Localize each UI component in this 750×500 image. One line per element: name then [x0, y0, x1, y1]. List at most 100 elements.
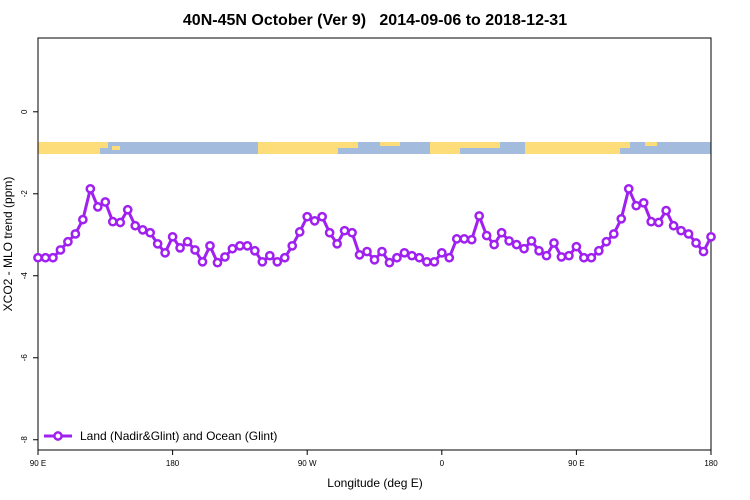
y-tick-label: 0	[20, 109, 29, 114]
data-point	[369, 254, 380, 265]
data-point	[70, 229, 81, 239]
data-point	[294, 227, 305, 237]
data-point	[586, 252, 597, 263]
data-point	[564, 250, 574, 261]
data-point	[137, 225, 148, 235]
data-point	[175, 243, 185, 253]
data-point	[250, 245, 260, 256]
data-point	[264, 250, 275, 261]
data-point	[593, 245, 604, 256]
data-point	[481, 230, 492, 241]
data-point	[638, 197, 649, 208]
data-point	[324, 227, 335, 238]
data-point	[130, 220, 141, 231]
data-point	[571, 241, 582, 252]
y-axis-label: XCO2 - MLO trend (ppm)	[1, 177, 15, 312]
data-point	[347, 227, 357, 238]
data-point	[608, 229, 619, 239]
data-point	[661, 205, 671, 216]
data-point	[377, 246, 387, 257]
y-tick-label: -6	[20, 354, 29, 362]
chart-title: 40N-45N October (Ver 9) 2014-09-06 to 20…	[183, 12, 567, 29]
data-point	[235, 240, 245, 251]
data-point	[167, 231, 178, 242]
data-point	[706, 231, 716, 242]
data-point	[257, 256, 268, 267]
data-point	[362, 246, 372, 257]
data-point	[653, 217, 664, 228]
data-point	[541, 250, 552, 261]
data-point	[85, 184, 96, 194]
data-point	[309, 215, 320, 226]
y-tick-label: -8	[20, 436, 29, 444]
y-tick-label: -4	[20, 272, 29, 280]
data-point	[115, 217, 126, 228]
data-point	[646, 216, 657, 227]
data-point	[332, 238, 342, 249]
data-point	[451, 234, 462, 244]
data-point	[302, 211, 313, 222]
data-point	[122, 204, 133, 215]
data-point	[683, 229, 694, 239]
data-point	[676, 225, 686, 236]
data-point	[272, 256, 283, 267]
data-point	[623, 184, 634, 194]
data-point	[220, 252, 230, 262]
data-point	[407, 250, 417, 261]
data-point	[33, 252, 43, 263]
data-point	[466, 234, 477, 245]
data-point	[579, 252, 589, 263]
data-point	[526, 236, 537, 246]
data-point	[534, 245, 544, 256]
data-point	[205, 240, 215, 251]
data-point	[399, 247, 410, 258]
data-point	[92, 202, 103, 212]
data-point	[556, 252, 567, 262]
data-point	[227, 243, 238, 254]
data-point	[78, 214, 88, 225]
data-point	[459, 234, 470, 244]
data-point	[691, 238, 701, 248]
data-point	[489, 239, 499, 250]
data-point	[287, 240, 298, 251]
x-tick-label: 90 E	[568, 459, 584, 468]
data-point	[384, 257, 395, 268]
data-point	[48, 252, 58, 263]
x-tick-label: 0	[440, 459, 445, 468]
surface-strip	[38, 142, 711, 154]
legend-marker	[53, 431, 63, 441]
data-point	[444, 252, 455, 263]
data-point	[212, 257, 223, 268]
data-point	[698, 246, 709, 257]
data-point	[474, 211, 485, 221]
legend-label: Land (Nadir&Glint) and Ocean (Glint)	[80, 429, 277, 443]
data-point	[601, 236, 612, 247]
data-point	[190, 245, 200, 255]
data-point	[182, 236, 193, 247]
data-point	[436, 247, 447, 258]
data-point	[40, 252, 51, 263]
x-tick-label: 90 W	[298, 459, 317, 468]
data-point	[317, 211, 328, 222]
data-point	[549, 238, 559, 248]
data-point	[107, 216, 118, 227]
data-point	[631, 200, 642, 211]
data-point	[504, 236, 514, 246]
data-point	[152, 238, 163, 249]
data-point	[414, 252, 425, 263]
data-point	[429, 256, 440, 267]
data-point	[339, 225, 350, 236]
y-tick-label: -2	[20, 190, 29, 198]
data-point	[55, 245, 66, 255]
data-point	[421, 256, 432, 267]
plot-frame	[37, 37, 712, 451]
data-point	[668, 220, 679, 231]
x-axis-label: Longitude (deg E)	[327, 476, 422, 490]
data-point	[354, 250, 365, 260]
data-point	[392, 252, 402, 263]
data-point	[100, 197, 111, 207]
x-tick-label: 180	[166, 459, 180, 468]
x-tick-label: 180	[704, 459, 718, 468]
data-point	[511, 239, 522, 250]
